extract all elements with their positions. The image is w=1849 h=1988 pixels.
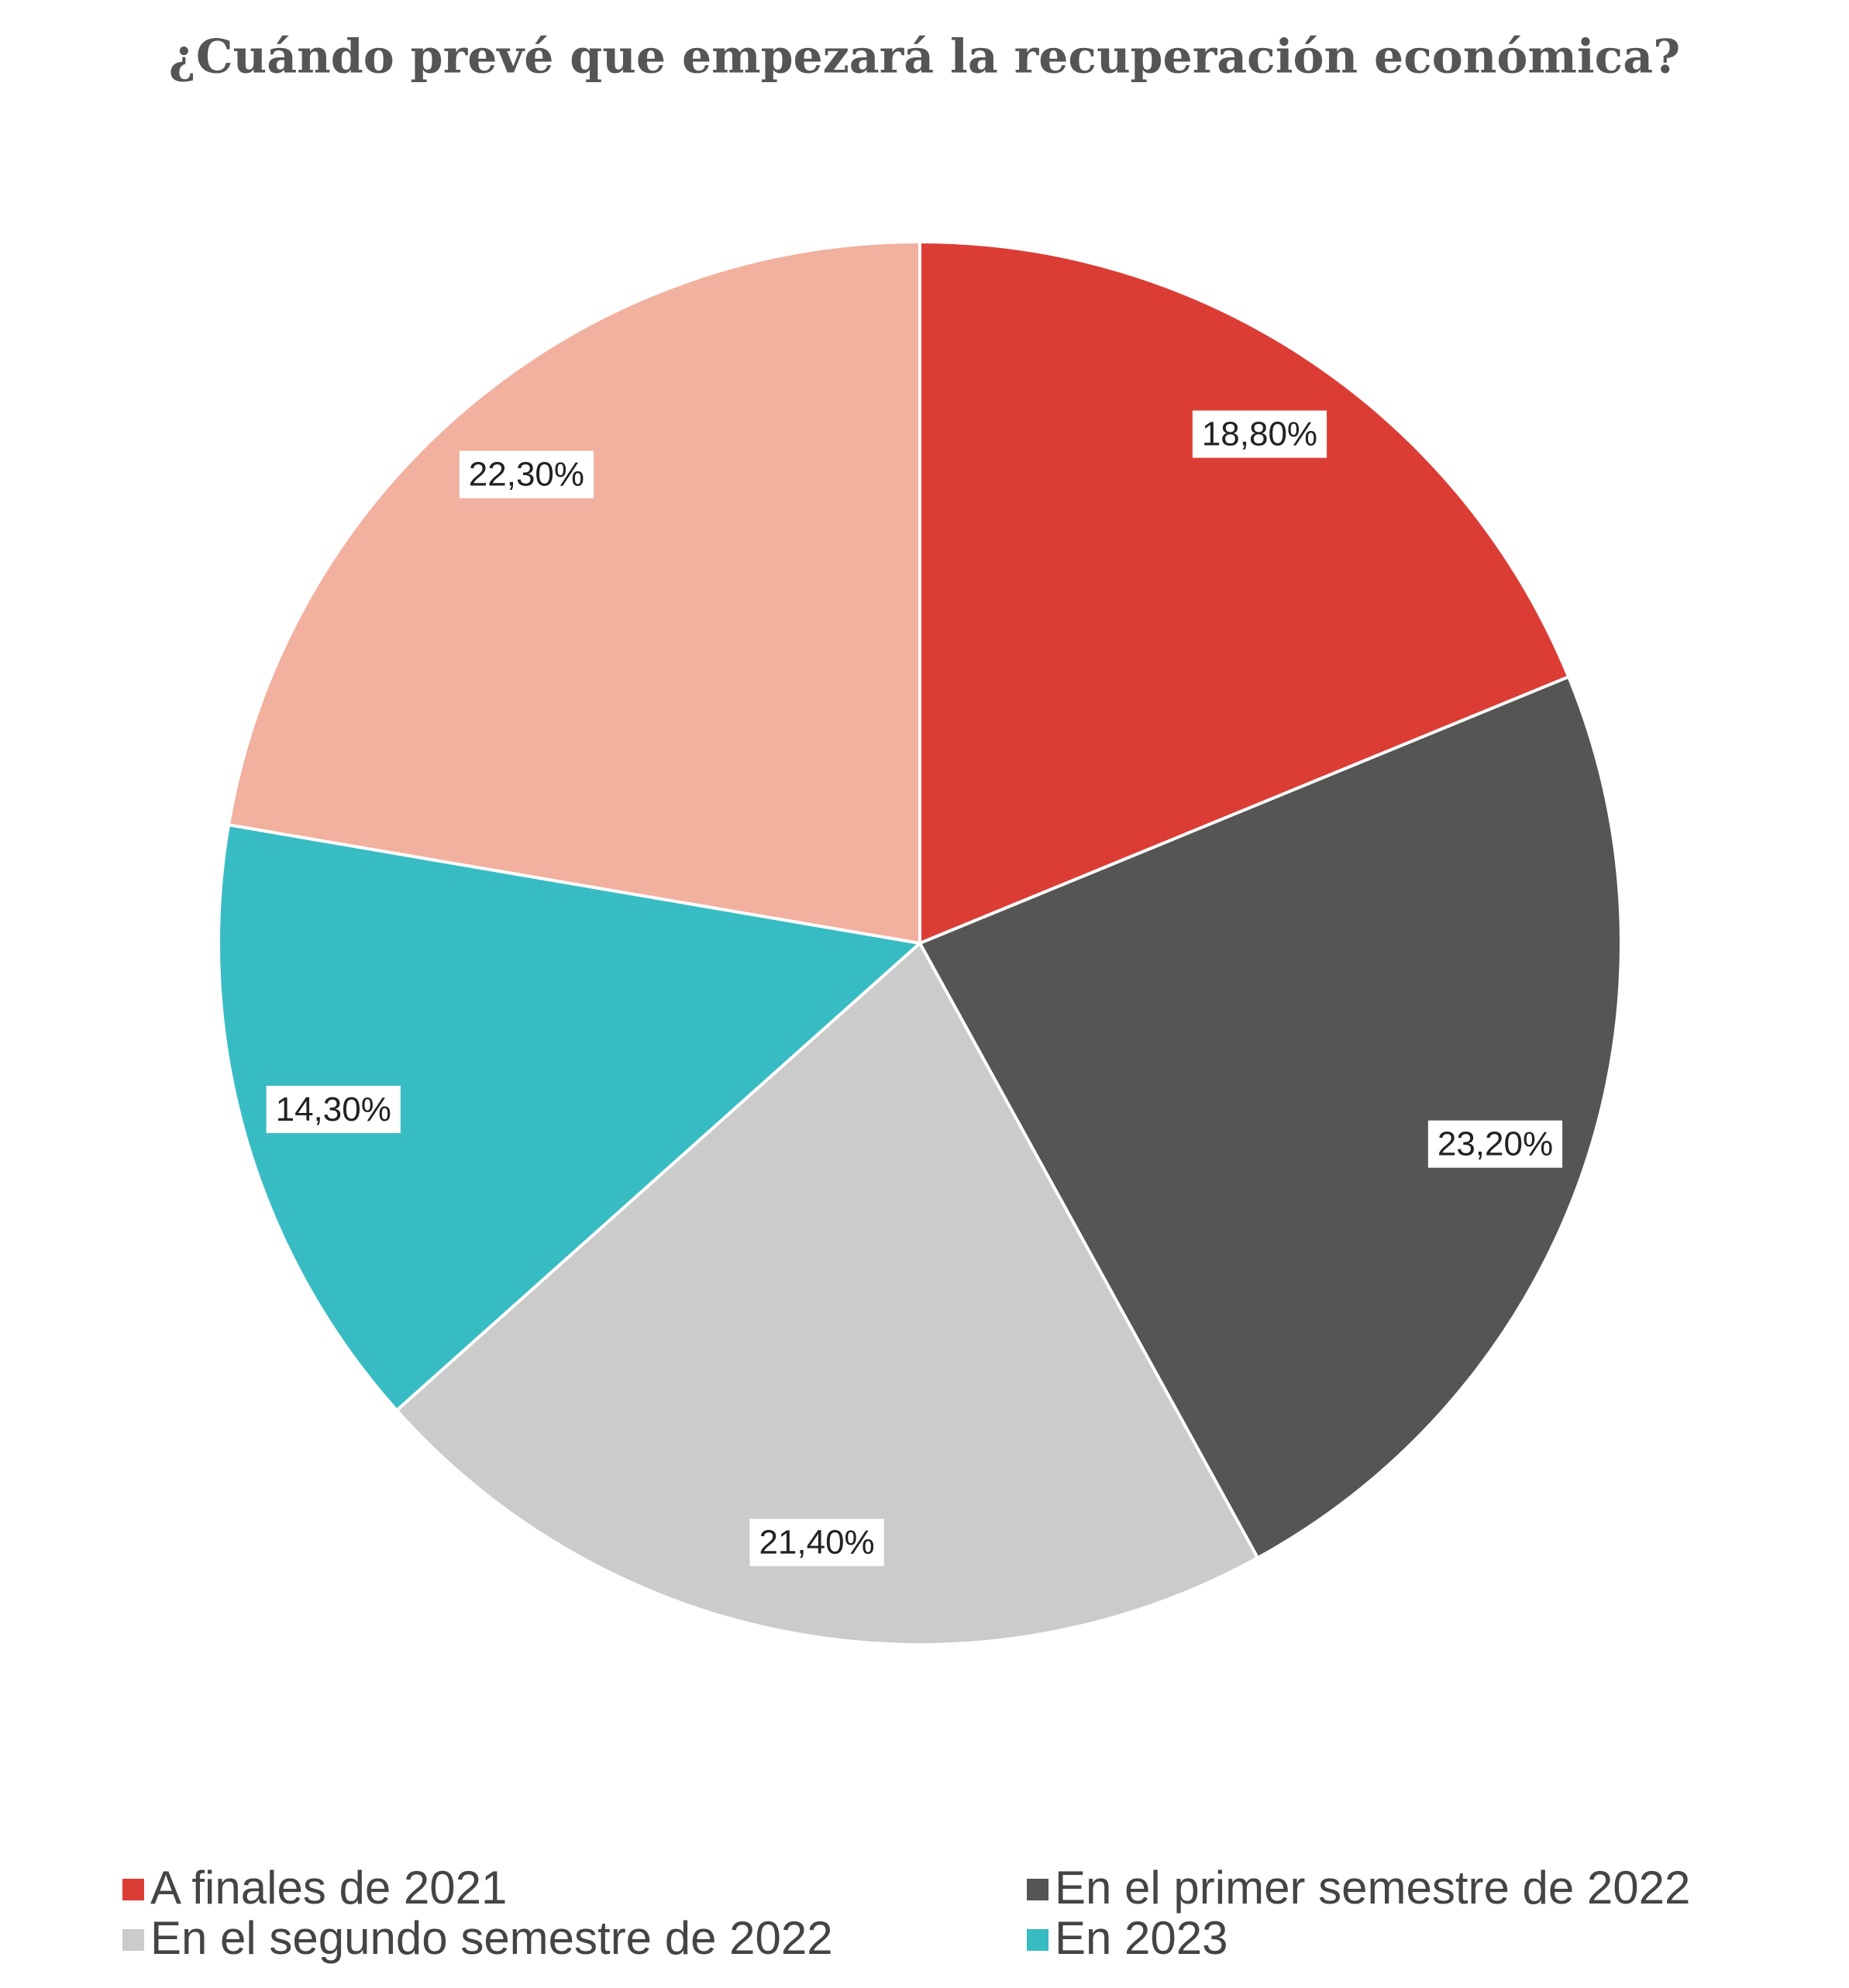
value-label-text: 21,40% <box>759 1524 874 1562</box>
chart-title: ¿Cuándo prevé que empezará la recuperaci… <box>169 30 1681 84</box>
pie-slice <box>217 822 924 1413</box>
legend-label: En el segundo semestre de 2022 <box>150 1912 833 1964</box>
value-label-text: 23,20% <box>1438 1125 1553 1163</box>
legend-swatch <box>122 1929 144 1951</box>
legend-swatch <box>122 1879 144 1900</box>
legend-label: En el primer semestre de 2022 <box>1055 1862 1690 1914</box>
pie-slice <box>918 239 1571 946</box>
value-label: 23,20% <box>1427 1120 1563 1168</box>
value-label-box <box>266 1085 401 1133</box>
legend-swatch <box>1027 1879 1048 1900</box>
pie-slice <box>918 674 1623 1560</box>
value-label-box <box>459 450 594 498</box>
pie-slice <box>226 239 921 946</box>
pie-slice <box>394 940 1260 1646</box>
value-label: 22,30% <box>459 450 594 498</box>
value-label-box <box>1427 1120 1563 1168</box>
value-label: 14,30% <box>266 1085 401 1133</box>
legend-label: En 2023 <box>1055 1912 1228 1964</box>
value-label-text: 14,30% <box>276 1090 391 1128</box>
legend-swatch <box>1027 1929 1048 1951</box>
value-label-box <box>1192 410 1327 458</box>
value-label-box <box>749 1518 884 1566</box>
value-label: 21,40% <box>749 1518 884 1566</box>
value-label-text: 22,30% <box>469 456 584 494</box>
value-label: 18,80% <box>1192 410 1327 458</box>
value-label-text: 18,80% <box>1202 415 1317 453</box>
legend-label: A finales de 2021 <box>150 1862 507 1914</box>
